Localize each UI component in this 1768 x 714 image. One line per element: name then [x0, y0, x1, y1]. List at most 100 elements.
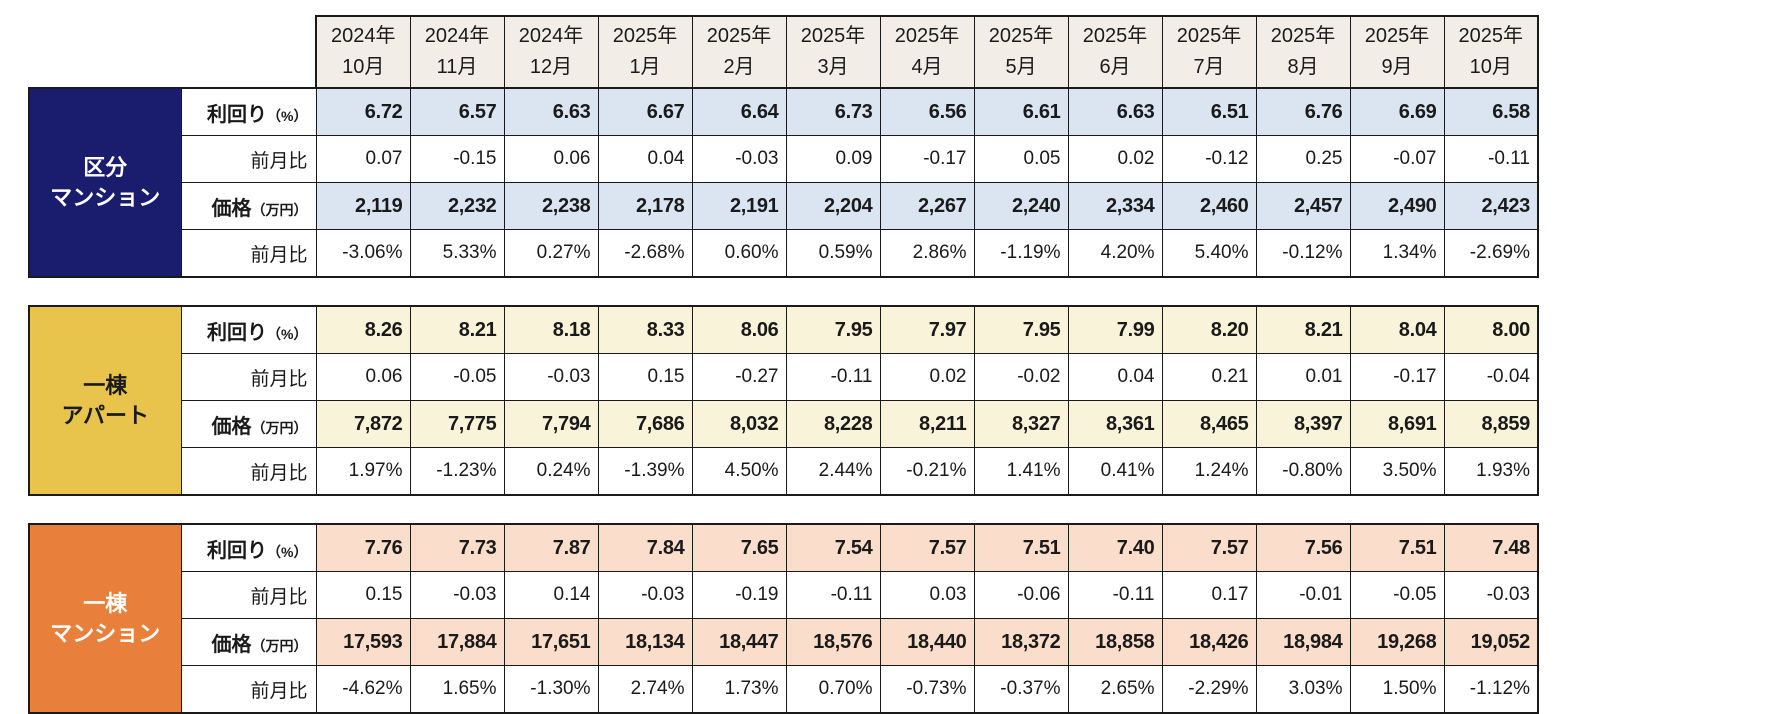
- value-cell: 7.73: [409, 523, 505, 572]
- month-year-label: 2025年: [1270, 25, 1336, 47]
- value-cell: 8,397: [1255, 400, 1351, 448]
- value-cell: 8.20: [1161, 305, 1257, 354]
- month-label: 6月: [1099, 56, 1131, 78]
- month-year-label: 2025年: [1458, 25, 1524, 47]
- value-cell: -0.07: [1349, 135, 1445, 183]
- month-year-label: 2024年: [518, 25, 584, 47]
- value-cell: 7.76: [315, 523, 411, 572]
- table-row: 価格（万円） 17,593 17,884 17,651 18,134 18,447 18,5…: [29, 618, 1539, 666]
- value-cell: 8,465: [1161, 400, 1257, 448]
- row-label: 利回り（%）: [180, 87, 317, 136]
- value-cell: 18,447: [691, 618, 787, 666]
- value-cell: 19,052: [1443, 618, 1539, 666]
- value-cell: 2,423: [1443, 182, 1539, 230]
- month-header-cell: 2025年 9月: [1349, 15, 1445, 87]
- value-cell: 2,232: [409, 182, 505, 230]
- value-cell: 8,211: [879, 400, 975, 448]
- value-cell: -0.05: [1349, 571, 1445, 619]
- value-cell: 7.97: [879, 305, 975, 354]
- value-cell: -0.03: [597, 571, 693, 619]
- row-label: 価格（万円）: [180, 618, 317, 666]
- value-cell: 7,794: [503, 400, 599, 448]
- section-label-line: 区分: [83, 154, 128, 180]
- value-cell: 6.73: [785, 87, 881, 136]
- value-cell: 18,134: [597, 618, 693, 666]
- value-cell: 1.41%: [973, 447, 1069, 496]
- value-cell: 4.20%: [1067, 229, 1163, 278]
- value-cell: 8,859: [1443, 400, 1539, 448]
- value-cell: 0.41%: [1067, 447, 1163, 496]
- month-header-cell: 2025年 7月: [1161, 15, 1257, 87]
- value-cell: 0.15: [597, 353, 693, 401]
- table-row: 一棟 アパート 利回り（%） 8.26 8.21 8.18 8.33 8.06 7.95 7.97…: [28, 305, 1539, 496]
- value-cell: 0.04: [597, 135, 693, 183]
- value-cell: 6.69: [1349, 87, 1445, 136]
- value-cell: 7.56: [1255, 523, 1351, 572]
- table-row: 前月比 0.15 -0.03 0.14 -0.03 -0.19 -0.11 0.03 -0.06…: [29, 571, 1539, 619]
- table-row: 価格（万円） 2,119 2,232 2,238 2,178 2,191 2,204 2,26…: [29, 182, 1539, 230]
- month-label: 12月: [529, 56, 573, 78]
- value-cell: 7,872: [315, 400, 411, 448]
- value-cell: 2.74%: [597, 665, 693, 714]
- value-cell: -0.11: [1443, 135, 1539, 183]
- row-label-text: 前月比: [250, 680, 308, 702]
- section-label-itto-mansion: 一棟 マンション: [28, 523, 182, 714]
- value-cell: 6.67: [597, 87, 693, 136]
- value-cell: 6.51: [1161, 87, 1257, 136]
- value-cell: 6.56: [879, 87, 975, 136]
- value-cell: 0.25: [1255, 135, 1351, 183]
- value-cell: 0.01: [1255, 353, 1351, 401]
- month-header-cell: 2024年 12月: [503, 15, 599, 87]
- value-cell: 2,178: [597, 182, 693, 230]
- value-cell: -0.03: [503, 353, 599, 401]
- value-cell: 2.65%: [1067, 665, 1163, 714]
- month-label: 3月: [817, 56, 849, 78]
- value-cell: 8,228: [785, 400, 881, 448]
- value-cell: 8.33: [597, 305, 693, 354]
- value-cell: -0.03: [409, 571, 505, 619]
- month-year-label: 2025年: [800, 25, 866, 47]
- row-label: 前月比: [180, 229, 317, 278]
- row-label-unit: （万円）: [251, 637, 308, 654]
- value-cell: 1.97%: [315, 447, 411, 496]
- value-cell: -1.19%: [973, 229, 1069, 278]
- value-cell: 7.51: [1349, 523, 1445, 572]
- row-label-text: 利回り: [207, 103, 268, 126]
- value-cell: 1.24%: [1161, 447, 1257, 496]
- value-cell: 0.04: [1067, 353, 1163, 401]
- row-label-text: 価格: [211, 633, 252, 656]
- value-cell: 0.06: [503, 135, 599, 183]
- month-label: 4月: [911, 56, 943, 78]
- value-cell: -0.03: [691, 135, 787, 183]
- value-cell: 1.34%: [1349, 229, 1445, 278]
- value-cell: 0.17: [1161, 571, 1257, 619]
- month-year-label: 2025年: [894, 25, 960, 47]
- value-cell: 8,361: [1067, 400, 1163, 448]
- month-label: 5月: [1005, 56, 1037, 78]
- value-cell: 0.15: [315, 571, 411, 619]
- section-table-kubun-mansion: 区分 マンション 利回り（%） 6.72 6.57 6.63 6.67 6.64 6.73 6.5…: [28, 87, 1539, 278]
- value-cell: -0.17: [1349, 353, 1445, 401]
- value-cell: 0.27%: [503, 229, 599, 278]
- month-header-cell: 2025年 8月: [1255, 15, 1351, 87]
- value-cell: 6.61: [973, 87, 1069, 136]
- value-cell: 7,686: [597, 400, 693, 448]
- value-cell: 7.95: [785, 305, 881, 354]
- value-cell: 6.57: [409, 87, 505, 136]
- section-label-line: マンション: [50, 620, 161, 646]
- row-label-unit: （%）: [267, 543, 308, 560]
- row-label: 前月比: [180, 353, 317, 401]
- month-label: 10月: [342, 56, 385, 78]
- value-cell: 8.18: [503, 305, 599, 354]
- row-label: 利回り（%）: [180, 523, 317, 572]
- value-cell: 18,576: [785, 618, 881, 666]
- row-label-unit: （万円）: [251, 419, 308, 436]
- table-row: 区分 マンション 利回り（%） 6.72 6.57 6.63 6.67 6.64 6.73 6.5…: [28, 87, 1539, 278]
- table-row: 前月比 -4.62% 1.65% -1.30% 2.74% 1.73% 0.70% -0.73…: [29, 665, 1539, 714]
- value-cell: 2.86%: [879, 229, 975, 278]
- month-label: 2月: [723, 56, 755, 78]
- section-label-line: アパート: [61, 402, 150, 428]
- value-cell: -2.29%: [1161, 665, 1257, 714]
- value-cell: 2,267: [879, 182, 975, 230]
- value-cell: 0.07: [315, 135, 411, 183]
